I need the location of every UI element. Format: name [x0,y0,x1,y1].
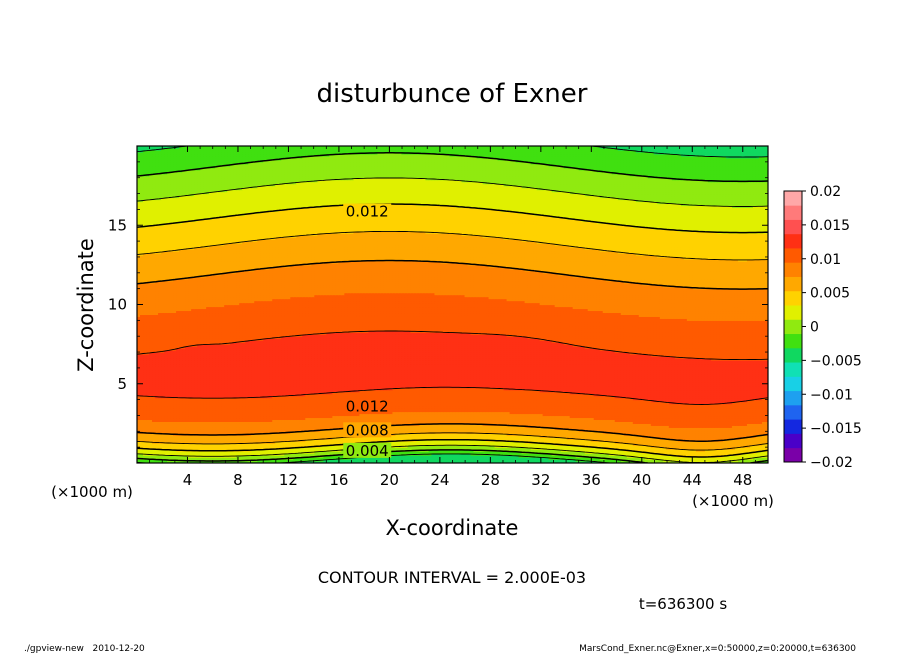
filled-contour-bands [137,146,769,464]
chart-title: disturbunce of Exner [317,79,588,109]
